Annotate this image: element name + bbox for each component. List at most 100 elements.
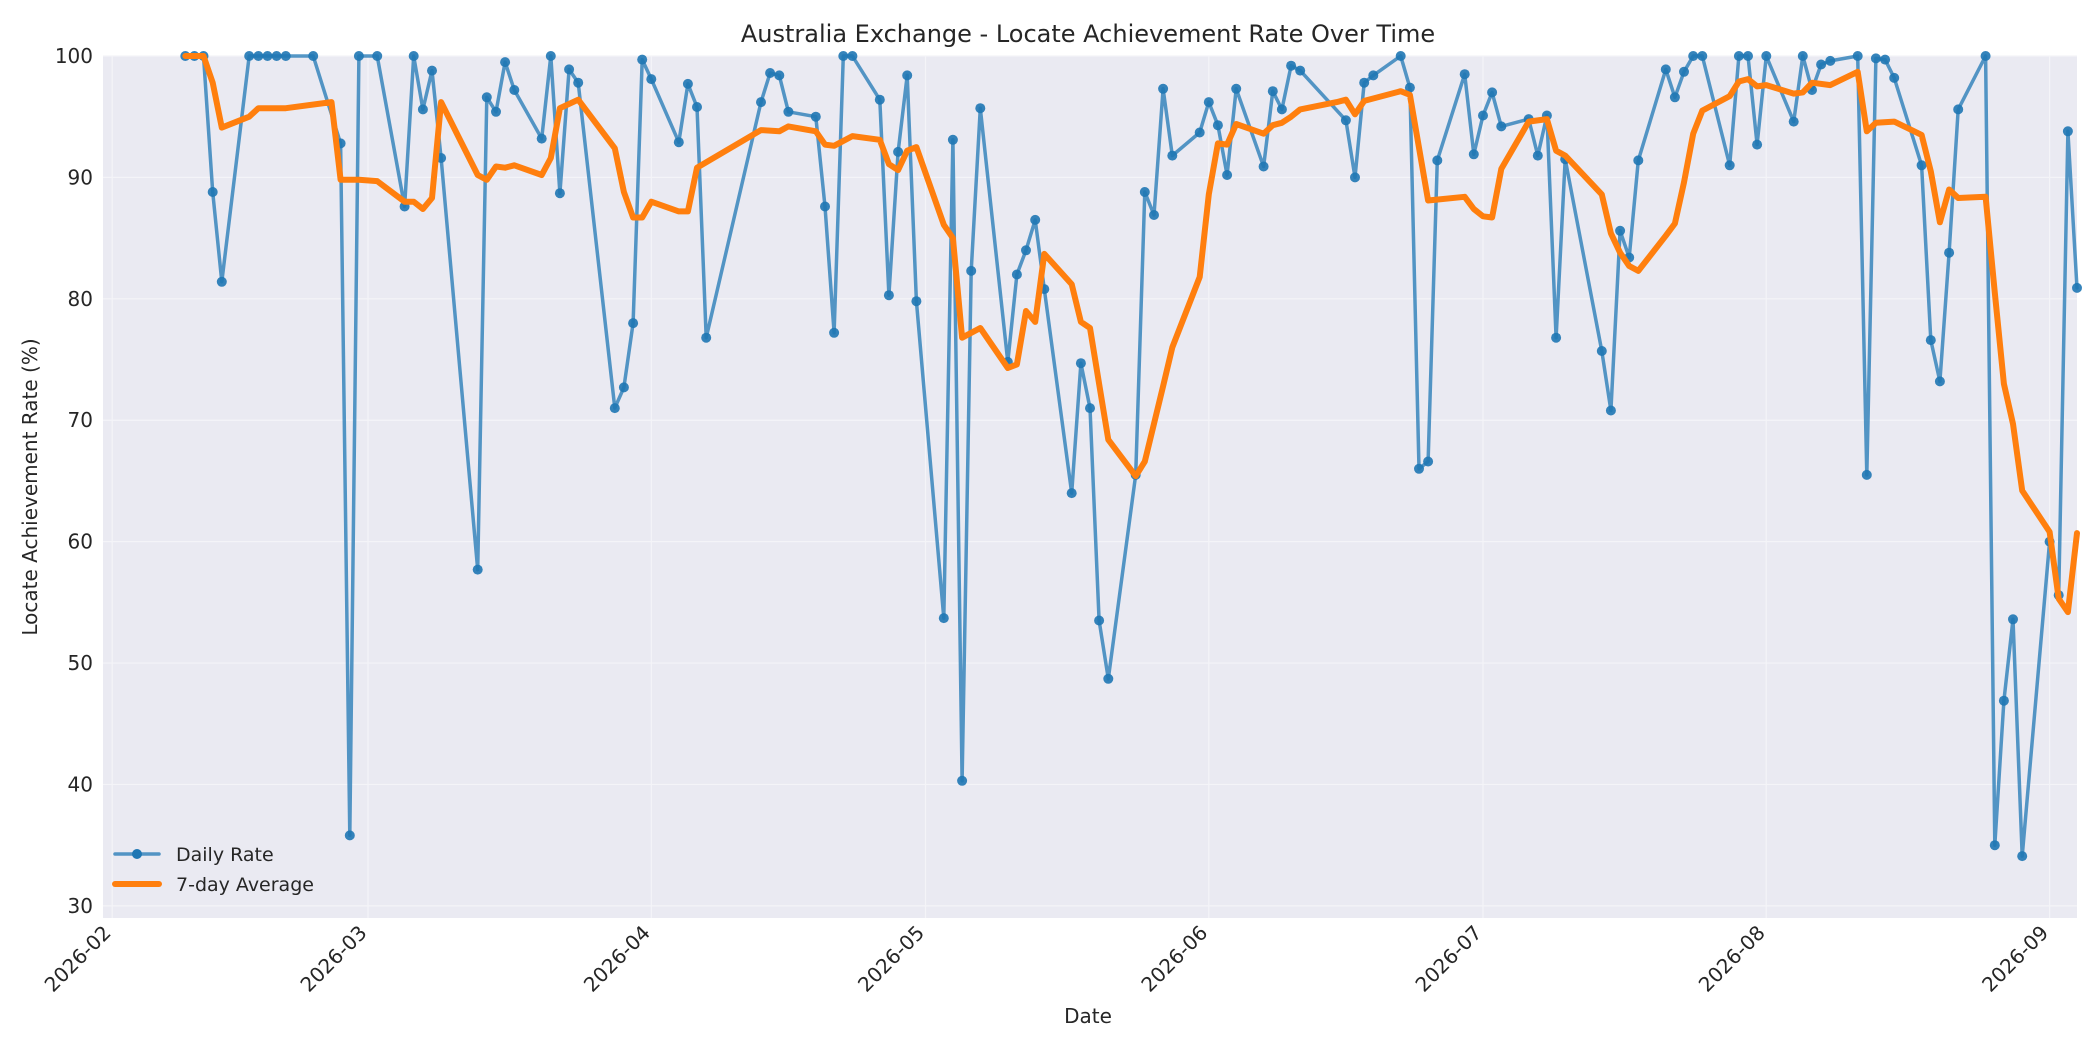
data-point (1432, 155, 1443, 166)
data-point (1852, 51, 1863, 61)
data-point (774, 70, 785, 81)
data-point (893, 146, 904, 157)
x-tick-label: 2026-09 (1977, 921, 2053, 997)
series-7-day-average (182, 53, 2080, 616)
data-point (756, 97, 766, 108)
data-point (1459, 69, 1470, 80)
data-point (1861, 469, 1872, 480)
data-point (618, 382, 629, 393)
data-point (408, 51, 419, 61)
data-point (1953, 104, 1964, 115)
data-point (216, 276, 227, 287)
data-point (975, 103, 986, 114)
data-point (1615, 225, 1626, 236)
data-point (2072, 282, 2082, 293)
data-point (1212, 120, 1223, 131)
data-point (1021, 245, 1031, 256)
data-point (1532, 150, 1543, 161)
data-point (2062, 126, 2073, 137)
data-point (1414, 463, 1424, 474)
data-point (1870, 53, 1881, 64)
data-point (1596, 346, 1607, 356)
data-point (1724, 160, 1735, 171)
data-point (308, 51, 319, 61)
data-point (1761, 51, 1772, 61)
data-point (1980, 51, 1991, 61)
data-point (1222, 170, 1233, 180)
y-tick-label: 30 (68, 894, 93, 918)
data-point (829, 327, 840, 338)
data-point (1075, 358, 1086, 369)
data-point (253, 51, 264, 61)
data-point (1916, 160, 1927, 171)
data-point (1889, 72, 1900, 83)
series-line (182, 53, 2080, 616)
data-point (417, 104, 428, 115)
data-point (1944, 247, 1955, 258)
data-point (966, 265, 977, 276)
y-tick-label: 100 (55, 44, 93, 68)
legend-label-daily-rate: Daily Rate (176, 844, 274, 866)
x-axis-label: Date (1064, 1004, 1112, 1028)
data-point (628, 318, 639, 329)
data-point (244, 51, 255, 61)
data-point (1139, 187, 1150, 197)
y-axis-ticks: 30 40 50 60 70 80 90 100 (55, 44, 93, 918)
data-point (472, 564, 483, 575)
y-tick-label: 60 (68, 530, 93, 554)
data-point (1998, 695, 2009, 706)
data-point (1194, 127, 1205, 138)
data-point (701, 332, 712, 343)
x-tick-label: 2026-02 (40, 921, 116, 997)
data-point (554, 188, 565, 199)
data-point (271, 51, 282, 61)
legend-marker-icon (132, 849, 142, 859)
data-point (1825, 55, 1836, 66)
data-point (1605, 405, 1616, 416)
data-point (1158, 83, 1169, 94)
data-point (1633, 155, 1644, 166)
legend: Daily Rate 7-day Average (112, 844, 314, 896)
data-point (1880, 54, 1891, 65)
data-point (509, 85, 520, 95)
data-point (1989, 840, 2000, 851)
data-point (1350, 172, 1360, 183)
x-tick-label: 2026-04 (579, 921, 655, 997)
data-point (947, 134, 958, 145)
data-point (2017, 851, 2028, 862)
data-point (1103, 673, 1114, 684)
grid-lines (103, 55, 2077, 918)
y-tick-label: 70 (68, 408, 93, 432)
data-point (1487, 87, 1498, 98)
data-point (1267, 86, 1278, 97)
y-tick-label: 80 (68, 287, 93, 311)
data-point (1468, 149, 1479, 160)
data-point (1423, 456, 1434, 467)
data-point (344, 830, 355, 841)
legend-label-7-day-average: 7-day Average (176, 874, 314, 896)
data-point (1295, 65, 1306, 76)
data-point (1395, 51, 1406, 61)
data-point (810, 111, 821, 122)
data-point (847, 51, 858, 61)
data-point (1752, 139, 1763, 150)
x-tick-label: 2026-08 (1694, 921, 1770, 997)
x-axis-ticks: 2026-02 2026-03 2026-04 2026-05 2026-06 2026-… (40, 921, 2054, 997)
data-point (280, 51, 291, 61)
data-point (1743, 51, 1753, 61)
data-point (1660, 64, 1671, 75)
data-point (1788, 116, 1799, 127)
data-point (372, 51, 383, 61)
data-point (1797, 51, 1808, 61)
y-tick-label: 40 (68, 772, 93, 796)
data-point (1934, 376, 1945, 387)
data-point (353, 51, 364, 61)
legend-item-daily-rate: Daily Rate (113, 844, 274, 866)
legend-item-7-day-average: 7-day Average (112, 874, 314, 896)
data-point (838, 51, 849, 61)
data-point (1066, 488, 1077, 499)
y-axis-label: Locate Achievement Rate (%) (18, 338, 42, 635)
data-point (1258, 161, 1269, 172)
data-point (1167, 150, 1178, 161)
data-point (646, 74, 657, 85)
